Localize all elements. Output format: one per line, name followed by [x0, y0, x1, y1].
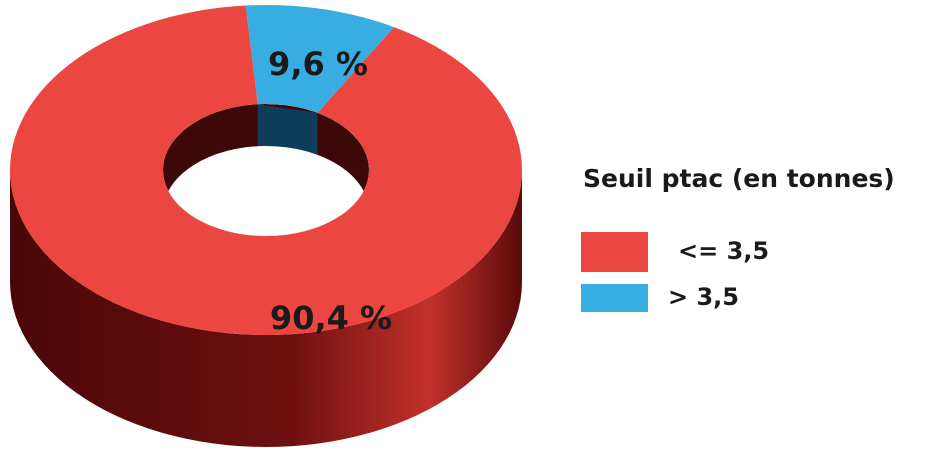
- legend-swatch: [581, 284, 648, 312]
- legend-swatch: [581, 232, 648, 272]
- value-label: 90,4 %: [270, 299, 392, 337]
- hole-floor: [163, 146, 369, 236]
- value-label: 9,6 %: [268, 45, 368, 83]
- legend-label: > 3,5: [668, 283, 739, 311]
- legend-title: Seuil ptac (en tonnes): [583, 164, 895, 193]
- legend-label: <= 3,5: [678, 237, 769, 265]
- slice: [10, 5, 522, 335]
- hole: [163, 104, 369, 236]
- side-wall: [10, 170, 522, 447]
- donut: [10, 5, 522, 447]
- slice: [245, 5, 394, 113]
